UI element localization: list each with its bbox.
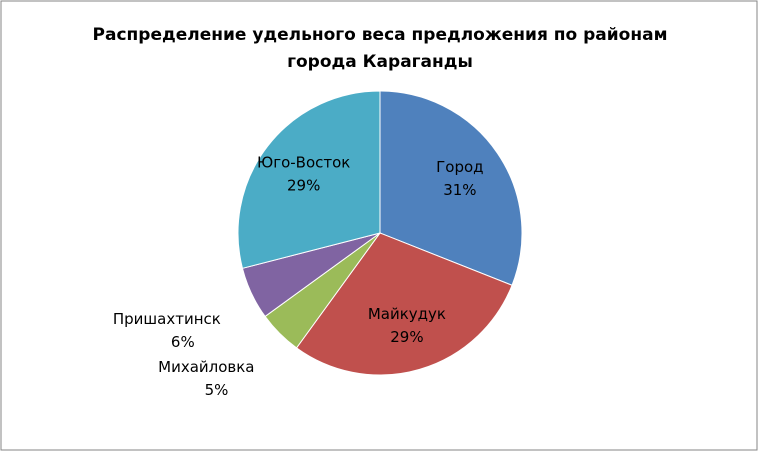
data-label-value: 29% [287,176,320,194]
pie-slice [379,90,523,286]
data-label-category: Пришахтинск [113,310,221,328]
data-label-category: Майкудук [368,305,446,323]
pie-slice [237,90,381,269]
data-label-category: Юго-Восток [257,153,350,171]
chart-title: Распределение удельного веса предложения… [93,25,668,45]
chart-title: города Караганды [287,52,473,72]
data-label-value: 31% [443,181,476,199]
data-label-value: 5% [205,381,229,399]
data-label-category: Город [436,158,483,176]
data-label-value: 6% [171,333,195,351]
pie-slice [295,232,513,376]
data-label-category: Михайловка [158,358,254,376]
data-label-value: 29% [390,328,423,346]
